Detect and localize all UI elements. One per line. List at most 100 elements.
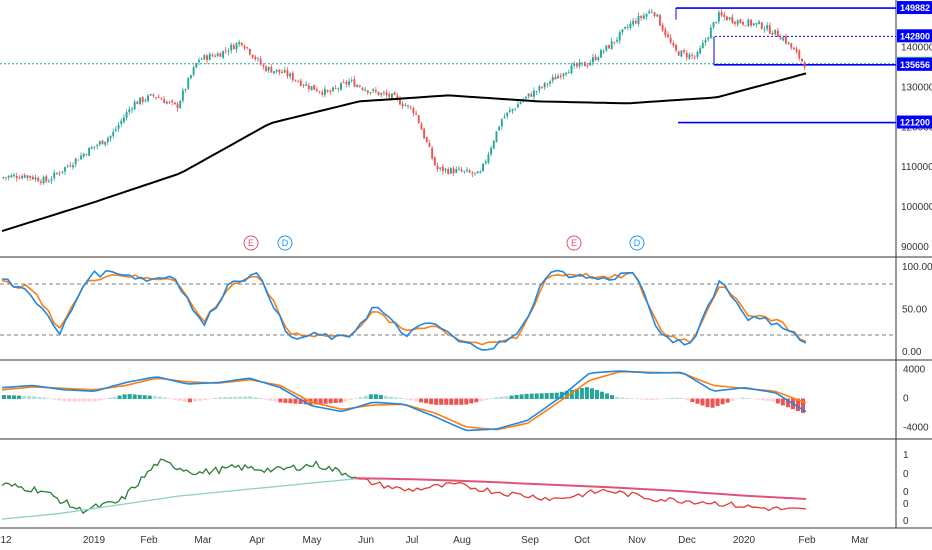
- macd-histogram-bar: [449, 398, 454, 405]
- candle-body: [594, 56, 597, 61]
- candle-body: [567, 72, 570, 74]
- macd-histogram-bar: [414, 398, 419, 402]
- macd-histogram-bar: [343, 398, 348, 402]
- candle-body: [179, 100, 182, 109]
- macd-histogram-bar: [725, 398, 730, 403]
- ratio-tick-label: 0: [903, 499, 909, 510]
- macd-histogram-bar: [112, 396, 117, 399]
- event-marker-letter: D: [282, 238, 289, 248]
- macd-histogram-bar: [524, 393, 529, 399]
- candle-body: [677, 51, 680, 56]
- candle-body: [275, 69, 278, 72]
- macd-histogram-bar: [625, 397, 630, 399]
- candle-body: [648, 11, 651, 14]
- candle-body: [452, 168, 455, 174]
- candle-body: [632, 20, 635, 25]
- macd-histogram-bar: [574, 388, 579, 399]
- macd-histogram-bar: [404, 398, 409, 400]
- macd-histogram-bar: [132, 394, 137, 399]
- macd-histogram-bar: [635, 398, 640, 400]
- macd-histogram-bar: [494, 397, 499, 399]
- candle-body: [728, 17, 731, 20]
- macd-histogram-bar: [680, 398, 685, 399]
- macd-histogram-bar: [177, 398, 182, 401]
- event-marker-letter: E: [571, 238, 577, 248]
- candle-body: [763, 29, 766, 31]
- macd-histogram-bar: [775, 398, 780, 404]
- candle-body: [525, 96, 527, 99]
- candle-body: [514, 108, 517, 110]
- candle-body: [471, 172, 474, 174]
- macd-histogram-bar: [434, 398, 439, 405]
- candle-body: [723, 14, 726, 17]
- candle-body: [479, 171, 482, 173]
- macd-histogram-bar: [740, 397, 745, 399]
- candle-body: [281, 71, 283, 74]
- candle-body: [747, 19, 750, 27]
- macd-histogram-bar: [745, 398, 750, 399]
- macd-histogram-bar: [439, 398, 444, 405]
- macd-histogram-bar: [529, 393, 534, 399]
- ratio-tick-label: 0: [903, 516, 909, 527]
- candle-body: [324, 88, 326, 96]
- stochastic-tick-label: 100.00: [902, 262, 932, 273]
- candle-body: [114, 129, 117, 131]
- candle-body: [656, 14, 659, 17]
- candle-body: [248, 48, 251, 55]
- candle-body: [476, 171, 479, 174]
- candle-body: [455, 169, 458, 173]
- macd-histogram-bar: [398, 398, 403, 399]
- macd-histogram-bar: [539, 393, 544, 399]
- price-tick-label: 110000: [901, 162, 932, 173]
- macd-histogram-bar: [288, 398, 293, 404]
- candle-body: [69, 165, 72, 167]
- candle-body: [74, 158, 77, 165]
- macd-histogram-bar: [298, 398, 303, 404]
- candle-body: [798, 50, 801, 59]
- price-badge-label: 121200: [900, 118, 930, 128]
- candle-body: [407, 105, 409, 107]
- candle-body: [581, 62, 584, 64]
- macd-histogram-bar: [373, 394, 378, 399]
- candle-body: [458, 168, 460, 170]
- candle-body: [294, 79, 297, 81]
- macd-histogram-bar: [599, 391, 604, 399]
- candle-body: [503, 116, 506, 119]
- candle-body: [736, 20, 739, 25]
- macd-histogram-bar: [92, 398, 97, 402]
- ratio-tick-label: 1: [903, 450, 909, 461]
- candle-body: [128, 109, 131, 113]
- macd-histogram-bar: [117, 395, 122, 399]
- macd-histogram-bar: [419, 398, 424, 403]
- macd-histogram-bar: [474, 398, 479, 403]
- macd-histogram-bar: [268, 398, 273, 401]
- event-marker[interactable]: [629, 235, 645, 251]
- macd-histogram-bar: [223, 397, 228, 399]
- candle-body: [98, 141, 101, 145]
- moving-average-line: [1, 72, 807, 233]
- macd-tick-label: 4000: [903, 364, 926, 375]
- candle-body: [401, 103, 404, 107]
- macd-histogram-bar: [57, 398, 62, 401]
- event-marker[interactable]: [243, 235, 259, 251]
- candle-body: [85, 154, 88, 156]
- price-tick-label: 140000: [901, 42, 932, 53]
- macd-histogram-bar: [534, 393, 539, 399]
- candle-body: [364, 89, 367, 91]
- candle-body: [366, 90, 369, 93]
- event-marker[interactable]: [566, 235, 582, 251]
- candle-body: [198, 60, 200, 62]
- candle-body: [685, 52, 688, 58]
- event-marker[interactable]: [277, 235, 293, 251]
- candle-body: [693, 56, 696, 58]
- candle-body: [315, 89, 318, 92]
- candle-body: [803, 62, 806, 68]
- candle-body: [801, 58, 803, 62]
- candle-body: [257, 58, 259, 60]
- candle-body: [578, 62, 581, 67]
- candle-body: [444, 168, 447, 171]
- candle-body: [64, 167, 66, 172]
- candle-body: [369, 92, 372, 93]
- candle-body: [790, 43, 793, 48]
